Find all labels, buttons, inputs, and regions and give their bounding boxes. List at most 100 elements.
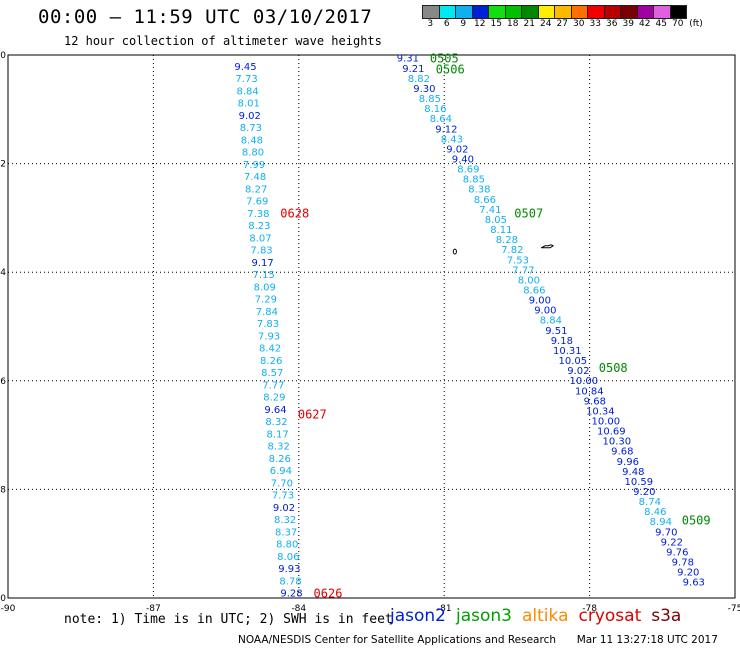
credit-text: NOAA/NESDIS Center for Satellite Applica… (238, 634, 556, 646)
lon-tick-label: -87 (146, 604, 161, 614)
swh-value: 9.02 (567, 366, 589, 377)
legend-label: 12 (474, 19, 486, 29)
lat-tick-label: -38 (0, 485, 6, 495)
swh-value: 8.07 (249, 233, 271, 244)
satellite-key: jason2 jason3 altika cryosat s3a (390, 606, 691, 626)
swh-value: 9.93 (278, 564, 300, 575)
swh-value: 8.66 (474, 195, 496, 206)
swh-value: 9.76 (666, 547, 688, 558)
swh-value: 8.80 (276, 540, 298, 551)
pass-time-label: 0508 (599, 361, 628, 375)
swh-value: 8.46 (644, 507, 666, 518)
swh-value: 9.02 (446, 144, 468, 155)
legend-label: 6 (443, 19, 450, 29)
lat-tick-label: -30 (0, 51, 6, 61)
lon-tick-label: -78 (582, 604, 597, 614)
map-frame (7, 54, 736, 599)
satellite-key-s3a: s3a (651, 606, 682, 626)
swh-value: 10.05 (559, 356, 588, 367)
swh-value: 9.00 (534, 306, 556, 317)
legend-label: 21 (523, 19, 535, 29)
swh-value: 9.02 (273, 503, 295, 514)
swh-value: 9.40 (452, 154, 474, 165)
swh-value: 8.32 (268, 442, 290, 453)
lon-tick-label: -90 (1, 604, 16, 614)
swh-value: 7.41 (479, 205, 501, 216)
swh-value: 9.51 (545, 326, 567, 337)
legend-label: 70 (672, 19, 684, 29)
swh-value: 7.38 (247, 209, 269, 220)
swh-value: 7.69 (246, 197, 268, 208)
swh-value: 8.26 (269, 454, 291, 465)
swh-value: 10.30 (602, 437, 631, 448)
legend-label: 36 (606, 19, 618, 29)
legend-label: 9 (460, 19, 467, 29)
island-outline-icon (540, 244, 555, 249)
swh-value: 8.48 (241, 135, 263, 146)
swh-value: 8.43 (441, 134, 463, 145)
swh-value: 9.78 (672, 558, 694, 569)
swh-value: 7.83 (250, 246, 272, 257)
legend-swatch (669, 5, 687, 19)
swh-value: 8.01 (238, 99, 260, 110)
swh-value: 7.84 (256, 307, 278, 318)
legend-labels: 3 6 9 12 15 18 21 24 27 30 33 36 39 42 45 70 (ft) (422, 19, 706, 29)
swh-value: 8.42 (259, 344, 281, 355)
legend-label: 39 (622, 19, 634, 29)
lat-tick-label: -32 (0, 160, 6, 170)
swh-value: 9.70 (655, 527, 677, 538)
swh-value: 10.84 (575, 386, 604, 397)
swh-value: 8.29 (263, 393, 285, 404)
swh-value: 9.20 (677, 568, 699, 579)
swh-value: 8.57 (261, 368, 283, 379)
lon-tick-label: -84 (291, 604, 306, 614)
swh-value: 9.30 (413, 84, 435, 95)
swh-value: 8.66 (523, 285, 545, 296)
legend-unit: (ft) (689, 19, 703, 29)
legend-label: 33 (589, 19, 601, 29)
swh-value: 8.32 (274, 515, 296, 526)
swh-value: 10.69 (597, 427, 626, 438)
swh-value: 8.73 (240, 123, 262, 134)
legend-label: 24 (540, 19, 552, 29)
swh-value: 7.77 (262, 380, 284, 391)
lat-tick-label: -36 (0, 377, 6, 387)
swh-value: 7.93 (258, 331, 280, 342)
satellite-key-altika: altika (522, 606, 569, 626)
swh-value: 9.21 (402, 64, 424, 75)
swh-value: 8.37 (275, 527, 297, 538)
swh-value: 9.63 (683, 578, 705, 589)
swh-value: 7.29 (255, 295, 277, 306)
swh-value: 8.84 (236, 86, 258, 97)
swh-value: 8.69 (457, 165, 479, 176)
swh-value: 8.17 (266, 429, 288, 440)
swh-value: 8.38 (468, 185, 490, 196)
swh-value: 7.77 (512, 265, 534, 276)
legend-label: 27 (556, 19, 568, 29)
swh-value: 8.16 (424, 104, 446, 115)
swh-value: 8.27 (245, 184, 267, 195)
swh-value: 8.26 (260, 356, 282, 367)
swh-value: 7.82 (501, 245, 523, 256)
satellite-key-cryosat: cryosat (578, 606, 642, 626)
pass-time-label: 0506 (436, 63, 465, 77)
pass-time-label: 0626 (314, 587, 343, 601)
swh-value: 8.32 (265, 417, 287, 428)
swh-value: 8.82 (408, 74, 430, 85)
swh-value: 7.73 (272, 491, 294, 502)
satellite-key-jason2: jason2 (390, 606, 446, 626)
legend-label: 42 (639, 19, 651, 29)
swh-value: 9.17 (251, 258, 273, 269)
swh-value: 8.94 (650, 517, 672, 528)
swh-value: 7.73 (235, 74, 257, 85)
pass-time-label: 0628 (280, 206, 309, 220)
swh-value: 8.28 (496, 235, 518, 246)
satellite-key-jason3: jason3 (456, 606, 512, 626)
legend-label: 30 (573, 19, 585, 29)
swh-value: 8.78 (279, 576, 301, 587)
swh-value: 8.11 (490, 225, 512, 236)
swh-value: 9.00 (529, 296, 551, 307)
swh-value: 6.94 (270, 466, 292, 477)
swh-value: 9.68 (584, 396, 606, 407)
swh-value: 8.80 (242, 148, 264, 159)
